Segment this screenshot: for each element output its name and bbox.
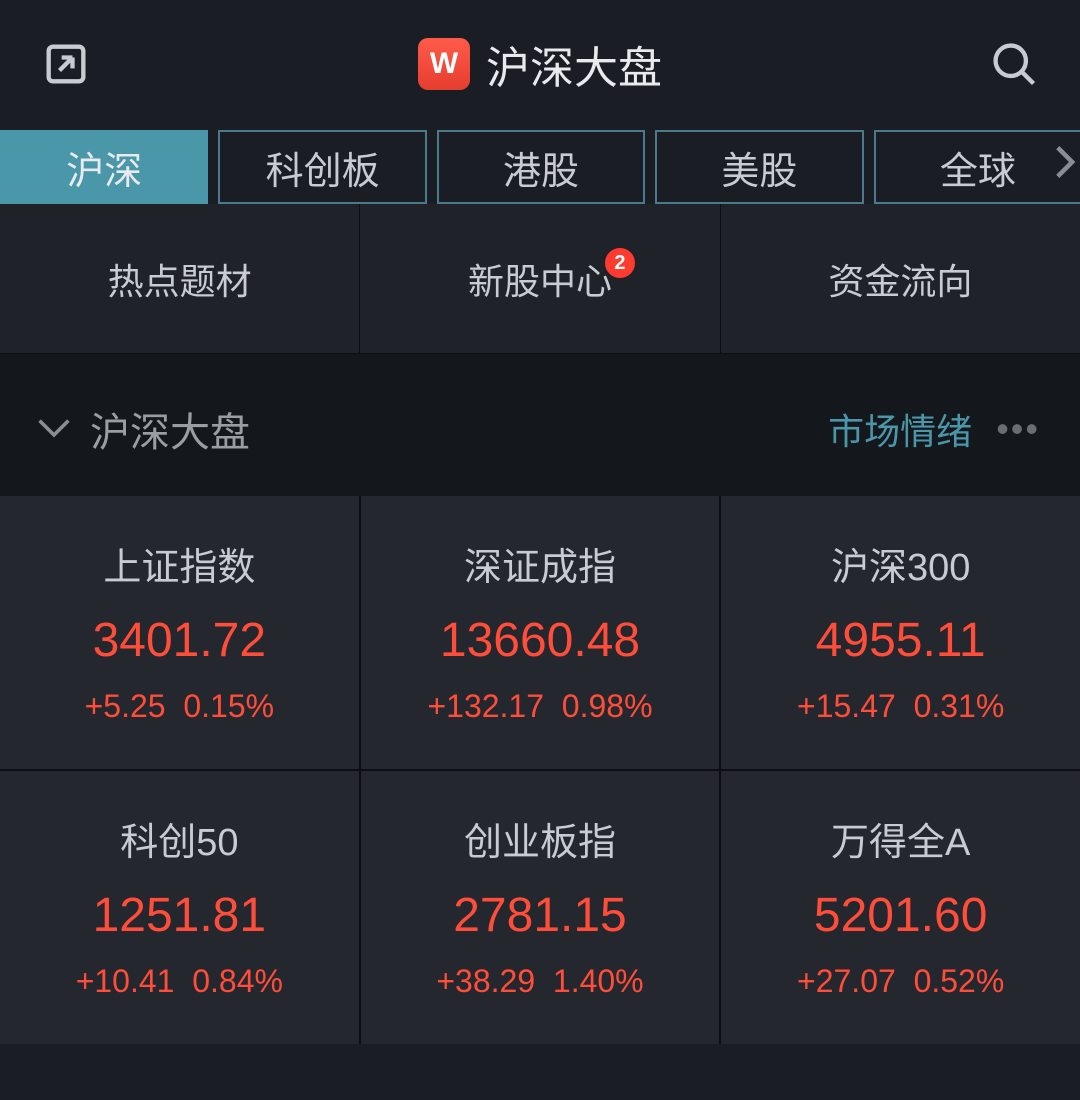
change-pct: 0.98% [562, 688, 653, 724]
chevron-down-icon [36, 417, 72, 441]
tab-label: 美股 [721, 140, 797, 195]
market-tabs: 沪深 科创板 港股 美股 全球 [0, 130, 1080, 204]
index-card-hushen300[interactable]: 沪深300 4955.11 +15.47 0.31% [721, 496, 1080, 769]
index-change: +10.41 0.84% [76, 963, 283, 1000]
app-badge-icon: W [418, 38, 470, 90]
subtab-capital-flow[interactable]: 资金流向 [721, 204, 1080, 353]
section-header: 沪深大盘 市场情绪 ••• [0, 354, 1080, 496]
index-value: 5201.60 [814, 888, 988, 943]
index-value: 1251.81 [93, 888, 267, 943]
index-name: 万得全A [831, 811, 970, 866]
more-icon[interactable]: ••• [996, 408, 1040, 450]
index-change: +5.25 0.15% [85, 688, 274, 725]
index-value: 13660.48 [440, 613, 640, 668]
tab-label: 全球 [940, 140, 1016, 195]
index-change: +15.47 0.31% [797, 688, 1004, 725]
index-change: +38.29 1.40% [436, 963, 643, 1000]
change-pct: 0.52% [914, 963, 1005, 999]
index-change: +27.07 0.52% [797, 963, 1004, 1000]
header: W 沪深大盘 [0, 0, 1080, 130]
index-value: 2781.15 [453, 888, 627, 943]
change-abs: +38.29 [436, 963, 535, 999]
index-name: 深证成指 [464, 536, 616, 591]
section-title: 沪深大盘 [90, 400, 250, 458]
index-name: 上证指数 [103, 536, 255, 591]
search-icon[interactable] [988, 38, 1040, 90]
index-card-chuangyeban[interactable]: 创业板指 2781.15 +38.29 1.40% [361, 771, 720, 1044]
tab-ganggu[interactable]: 港股 [437, 130, 645, 204]
change-pct: 0.31% [914, 688, 1005, 724]
change-abs: +15.47 [797, 688, 896, 724]
notification-badge: 2 [605, 248, 635, 278]
index-name: 创业板指 [464, 811, 616, 866]
subtab-label: 新股中心 [468, 253, 612, 305]
index-change: +132.17 0.98% [427, 688, 652, 725]
change-pct: 1.40% [553, 963, 644, 999]
subtab-new-stock-center[interactable]: 新股中心 2 [360, 204, 720, 353]
index-grid: 上证指数 3401.72 +5.25 0.15% 深证成指 13660.48 +… [0, 496, 1080, 1044]
tab-meigu[interactable]: 美股 [655, 130, 863, 204]
change-abs: +10.41 [76, 963, 175, 999]
tab-label: 港股 [503, 140, 579, 195]
section-left[interactable]: 沪深大盘 [36, 400, 250, 458]
index-card-kechuang50[interactable]: 科创50 1251.81 +10.41 0.84% [0, 771, 359, 1044]
page-title: 沪深大盘 [486, 32, 662, 96]
subtab-label: 资金流向 [828, 253, 972, 305]
title-wrap: W 沪深大盘 [418, 32, 662, 96]
tab-label: 科创板 [266, 140, 380, 195]
index-value: 3401.72 [93, 613, 267, 668]
chevron-right-icon [1054, 144, 1076, 190]
subtab-label: 热点题材 [108, 253, 252, 305]
index-card-wandequana[interactable]: 万得全A 5201.60 +27.07 0.52% [721, 771, 1080, 1044]
change-pct: 0.15% [183, 688, 274, 724]
change-abs: +132.17 [427, 688, 544, 724]
change-abs: +5.25 [85, 688, 166, 724]
index-name: 沪深300 [831, 536, 970, 591]
market-sentiment-link[interactable]: 市场情绪 [828, 403, 972, 455]
index-name: 科创50 [120, 811, 238, 866]
change-abs: +27.07 [797, 963, 896, 999]
subtabs: 热点题材 新股中心 2 资金流向 [0, 204, 1080, 354]
tab-label: 沪深 [66, 140, 142, 195]
subtab-hot-topics[interactable]: 热点题材 [0, 204, 360, 353]
tab-kechuang[interactable]: 科创板 [218, 130, 426, 204]
section-right: 市场情绪 ••• [828, 403, 1040, 455]
index-card-shenzheng[interactable]: 深证成指 13660.48 +132.17 0.98% [361, 496, 720, 769]
index-value: 4955.11 [816, 613, 986, 668]
tab-quanqiu[interactable]: 全球 [874, 130, 1080, 204]
change-pct: 0.84% [192, 963, 283, 999]
tab-hushen[interactable]: 沪深 [0, 130, 208, 204]
share-icon[interactable] [40, 38, 92, 90]
index-card-shangzheng[interactable]: 上证指数 3401.72 +5.25 0.15% [0, 496, 359, 769]
